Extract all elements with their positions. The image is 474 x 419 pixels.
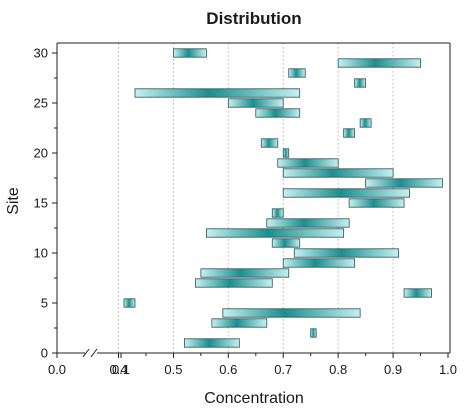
x-tick-label: 0.7 [274, 362, 292, 377]
bar-site-24 [255, 108, 301, 118]
bar-site-17 [365, 178, 443, 188]
bar-site-11 [271, 238, 301, 248]
bar-site-26 [134, 88, 301, 98]
x-axis-title: Concentration [204, 390, 304, 407]
bar-site-8 [200, 268, 290, 278]
axis-break-mark [82, 348, 90, 358]
x-tick-label: 0.9 [384, 362, 402, 377]
x-tick-label: 1.0 [439, 362, 457, 377]
bar-site-14 [271, 208, 284, 218]
axis-break-mark [90, 348, 98, 358]
bar-site-19 [277, 158, 339, 168]
bar-site-16 [282, 188, 410, 198]
bar-site-6 [403, 288, 432, 298]
bar-site-27 [354, 78, 367, 88]
y-tick-label: 20 [34, 146, 48, 161]
bar-site-25 [227, 98, 284, 108]
bar-site-22 [343, 128, 356, 138]
y-tick-label: 10 [34, 246, 48, 261]
axes: 0.0 0.10.4 0.5 0.6 0.7 0.8 0.9 1.0 0 5 10 15 20 25 30 [34, 42, 457, 377]
chart-title: Distribution [206, 9, 301, 28]
x-tick-label: 0.5 [164, 362, 182, 377]
y-axis-title: Site [5, 187, 22, 215]
y-tick-label: 25 [34, 96, 48, 111]
bar-site-1 [183, 338, 240, 348]
bar-site-3 [211, 318, 268, 328]
bar-site-18 [282, 168, 394, 178]
bar-site-12 [205, 228, 345, 238]
x-tick-label: 0.4 [109, 362, 127, 377]
bar-site-13 [266, 218, 350, 228]
y-tick-label: 15 [34, 196, 48, 211]
bar-site-5 [123, 298, 136, 308]
bar-site-9 [282, 258, 356, 268]
bar-site-29 [337, 58, 421, 68]
bar-site-23 [359, 118, 372, 128]
y-tick-label: 0 [41, 346, 48, 361]
x-tick-label: 0.1 [112, 362, 130, 377]
bar-site-10 [293, 248, 399, 258]
bar-site-7 [194, 278, 273, 288]
x-tick-label: 0.0 [48, 362, 66, 377]
bar-site-30 [173, 48, 207, 58]
y-tick-label: 30 [34, 46, 48, 61]
x-tick-label: 0.8 [329, 362, 347, 377]
bars [123, 48, 443, 348]
bar-site-28 [288, 68, 306, 78]
x-tick-label: 0.6 [219, 362, 237, 377]
bar-site-2 [310, 328, 317, 338]
bar-site-15 [348, 198, 405, 208]
y-tick-label: 5 [41, 296, 48, 311]
bar-site-21 [260, 138, 279, 148]
bar-site-20 [282, 148, 290, 158]
bar-site-4 [222, 308, 361, 318]
